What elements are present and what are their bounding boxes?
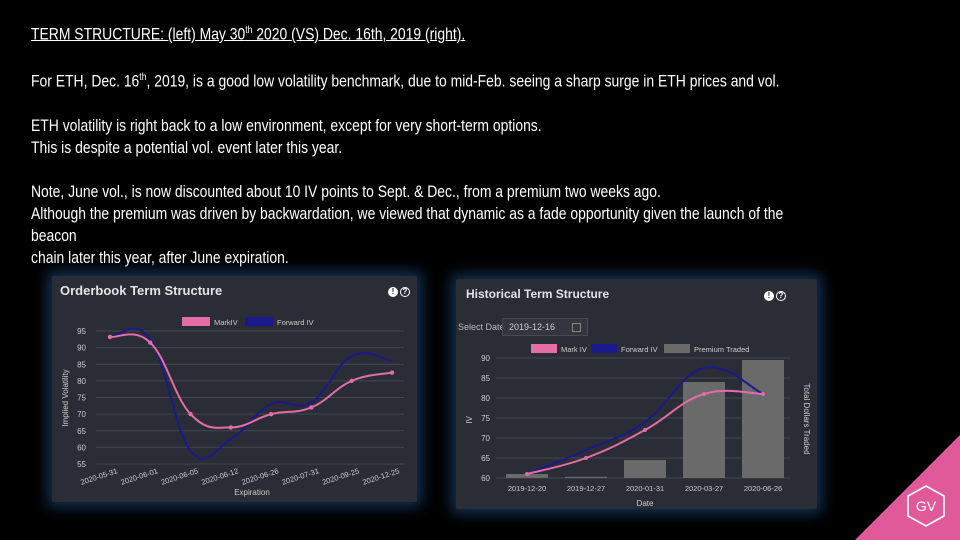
select-date-input[interactable]: 2019-12-16 bbox=[502, 318, 588, 336]
data-point bbox=[349, 378, 354, 384]
y-tick-label: 55 bbox=[77, 460, 86, 469]
legend-label: MarkIV bbox=[214, 318, 238, 327]
paragraph-1: For ETH, Dec. 16th, 2019, is a good low … bbox=[31, 67, 805, 92]
paragraph-3-line-2: Although the premium was driven by backw… bbox=[31, 204, 784, 245]
series-line-markiv bbox=[109, 333, 393, 429]
data-point bbox=[107, 334, 113, 340]
data-point bbox=[148, 340, 153, 345]
x-tick-label: 2019-12-20 bbox=[508, 484, 546, 493]
y-tick-label: 75 bbox=[481, 414, 490, 423]
legend-swatch-mark-iv bbox=[531, 344, 557, 353]
data-point bbox=[643, 428, 647, 432]
y-tick-label: 65 bbox=[481, 454, 490, 463]
x-tick-label: 2020-05-31 bbox=[79, 466, 118, 486]
y-tick-label: 60 bbox=[77, 443, 86, 452]
select-date-label: Select Date bbox=[458, 322, 505, 332]
bar-premium-traded bbox=[742, 360, 784, 478]
data-point bbox=[584, 456, 588, 460]
y-tick-label: 85 bbox=[481, 374, 490, 383]
y-tick-label: 80 bbox=[481, 394, 490, 403]
x-tick-label: 2020-06-26 bbox=[744, 484, 782, 493]
y-tick-label: 90 bbox=[481, 354, 490, 363]
calendar-icon[interactable] bbox=[572, 323, 581, 332]
y-axis-title: Implied Volatility bbox=[61, 369, 70, 426]
x-tick-label: 2020-12-25 bbox=[361, 466, 400, 486]
x-tick-label: 2020-06-12 bbox=[200, 466, 239, 486]
p1-text-end: , 2019, is a good low volatility benchma… bbox=[146, 72, 780, 91]
panel-icons: !? bbox=[386, 285, 410, 297]
data-point bbox=[389, 370, 395, 375]
paragraph-2-line-2: This is despite a potential vol. event l… bbox=[31, 138, 343, 157]
bar-premium-traded bbox=[565, 476, 607, 478]
gv-logo-text: GV bbox=[916, 498, 937, 514]
p1-sup: th bbox=[139, 72, 147, 84]
y2-axis-title: Total Dollars Traded bbox=[802, 383, 811, 454]
x-tick-label: 2020-01-31 bbox=[626, 484, 664, 493]
data-point bbox=[702, 392, 706, 396]
x-tick-label: 2020-09-25 bbox=[321, 466, 360, 486]
legend-label: Mark IV bbox=[561, 345, 587, 354]
gv-logo: GV bbox=[907, 485, 945, 527]
x-tick-label: 2019-12-27 bbox=[567, 484, 605, 493]
y-tick-label: 75 bbox=[77, 394, 86, 403]
commentary-text: TERM STRUCTURE: (left) May 30th 2020 (VS… bbox=[31, 20, 805, 269]
data-point bbox=[761, 392, 765, 396]
y-tick-label: 95 bbox=[77, 327, 86, 336]
panel-title: Historical Term Structure bbox=[466, 287, 610, 301]
legend-swatch-forward-iv bbox=[591, 344, 617, 353]
legend-swatch-markiv bbox=[182, 317, 210, 326]
heading-sup: th bbox=[245, 25, 253, 36]
data-point bbox=[268, 411, 274, 417]
y-tick-label: 80 bbox=[77, 377, 86, 386]
bar-premium-traded bbox=[624, 460, 666, 478]
heading-text-end: 2020 (VS) Dec. 16th, 2019 (right). bbox=[252, 25, 466, 44]
paragraph-2-line-1: ETH volatility is right back to a low en… bbox=[31, 116, 542, 135]
y-tick-label: 85 bbox=[77, 360, 86, 369]
legend-swatch-premium-traded bbox=[664, 344, 690, 353]
series-line-forward-iv bbox=[109, 327, 393, 460]
info-icon[interactable]: ! bbox=[388, 287, 398, 297]
y-tick-label: 60 bbox=[481, 474, 490, 483]
panel-title: Orderbook Term Structure bbox=[60, 283, 223, 298]
paragraph-3-line-1: Note, June vol., is now discounted about… bbox=[31, 182, 661, 201]
historical-term-structure-panel: Historical Term Structure !? Select Date… bbox=[456, 279, 817, 509]
legend-label: Forward IV bbox=[277, 318, 314, 327]
y-axis-title: IV bbox=[465, 416, 474, 424]
data-point bbox=[228, 425, 234, 430]
p1-text: For ETH, Dec. 16 bbox=[31, 72, 140, 91]
x-axis-title: Expiration bbox=[234, 488, 270, 497]
heading-text: TERM STRUCTURE: (left) May 30 bbox=[31, 25, 246, 44]
x-tick-label: 2020-06-01 bbox=[120, 466, 159, 486]
help-icon[interactable]: ? bbox=[400, 287, 410, 297]
y-tick-label: 70 bbox=[77, 410, 86, 419]
y-tick-label: 65 bbox=[77, 427, 86, 436]
legend-label: Premium Traded bbox=[694, 345, 749, 354]
y-tick-label: 90 bbox=[77, 344, 86, 353]
x-tick-label: 2020-07-31 bbox=[281, 466, 320, 486]
series-line-forward-iv bbox=[526, 366, 764, 475]
help-icon[interactable]: ? bbox=[776, 291, 786, 301]
data-point bbox=[525, 472, 529, 476]
data-point bbox=[309, 405, 314, 410]
historical-chart: 60 65 70 75 80 85 90 2019-12-20 2019-12-27 2020-0… bbox=[465, 344, 811, 508]
bar-premium-traded bbox=[683, 382, 725, 478]
legend-swatch-forward-iv bbox=[245, 317, 273, 326]
x-tick-label: 2020-06-05 bbox=[160, 466, 199, 486]
data-point bbox=[188, 411, 193, 417]
heading: TERM STRUCTURE: (left) May 30th 2020 (VS… bbox=[31, 20, 805, 45]
panel-icons: !? bbox=[762, 289, 786, 301]
select-date-value: 2019-12-16 bbox=[509, 322, 556, 332]
x-axis-title: Date bbox=[637, 499, 654, 508]
x-tick-label: 2020-06-26 bbox=[240, 466, 279, 486]
orderbook-term-structure-panel: Orderbook Term Structure !? 55 60 65 70 75 80… bbox=[52, 276, 417, 502]
paragraph-3-line-3: chain later this year, after June expira… bbox=[31, 248, 289, 267]
y-tick-label: 70 bbox=[481, 434, 490, 443]
x-tick-label: 2020-03-27 bbox=[685, 484, 723, 493]
legend-label: Forward IV bbox=[621, 345, 658, 354]
corner-accent bbox=[855, 435, 960, 540]
info-icon[interactable]: ! bbox=[764, 291, 774, 301]
